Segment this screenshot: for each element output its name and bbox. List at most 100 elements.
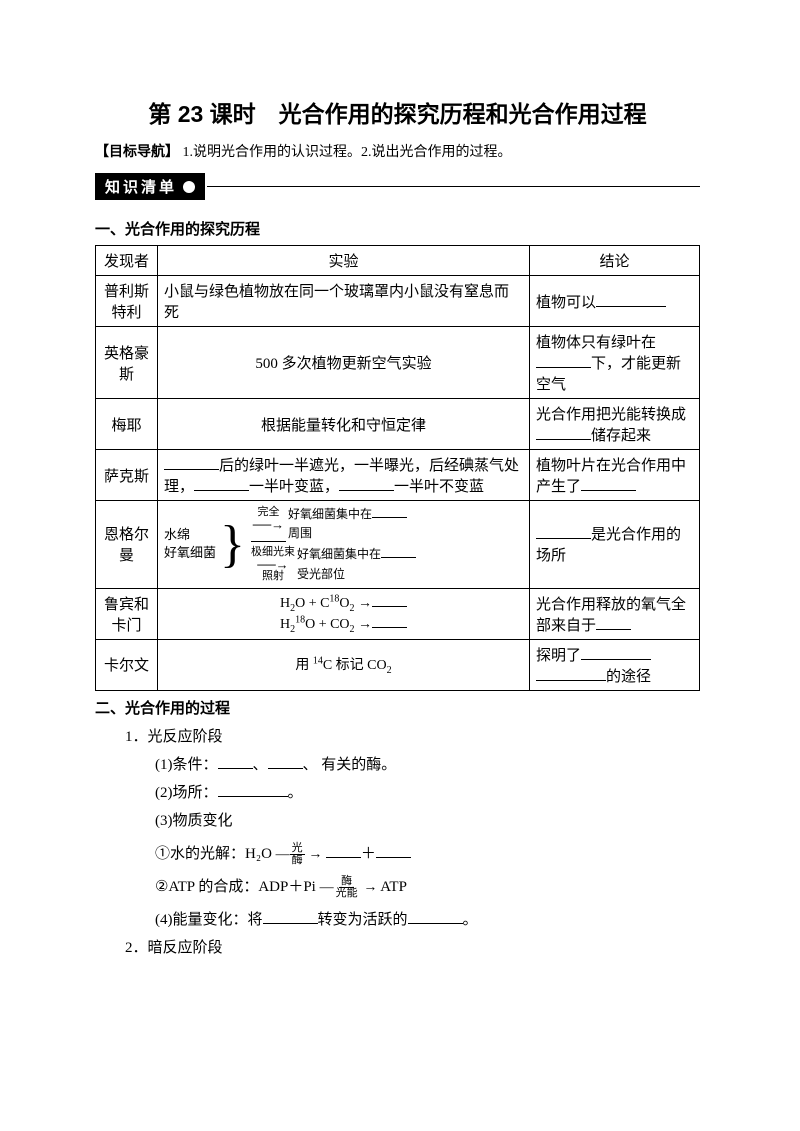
- blank-line: [194, 476, 249, 491]
- item-text: ＋: [361, 846, 376, 862]
- exp-text: 一半叶不变蓝: [394, 479, 484, 495]
- list-item: (4)能量变化：将 转变为活跃的 。: [95, 907, 700, 934]
- exp-cell: 小鼠与绿色植物放在同一个玻璃罩内小鼠没有窒息而死: [158, 276, 530, 327]
- list-item: 1．光反应阶段: [95, 724, 700, 751]
- arrow-path: 完全──→ 好氧细菌集中在 周围: [249, 505, 416, 543]
- blank-line: [372, 614, 407, 628]
- res-cell: 植物体只有绿叶在下，才能更新空气: [530, 327, 700, 399]
- objective-label: 【目标导航】: [95, 145, 179, 160]
- page-title: 第 23 课时 光合作用的探究历程和光合作用过程: [95, 95, 700, 129]
- author-cell: 普利斯特利: [96, 276, 158, 327]
- res-cell: 植物可以: [530, 276, 700, 327]
- arrow-path: 极细光束──→照射 好氧细菌集中在 受光部位: [249, 545, 416, 583]
- brace-icon: }: [220, 525, 245, 564]
- blank-line: [376, 843, 411, 858]
- blank-line: [408, 909, 463, 924]
- blank-line: [596, 292, 666, 307]
- blank-line: [536, 524, 591, 539]
- blank-line: [372, 593, 407, 607]
- item-text: ATP: [377, 879, 407, 895]
- item-text: ②ATP 的合成：ADP＋Pi: [155, 879, 320, 895]
- blank-line: [536, 425, 591, 440]
- exp-cell: H2O + C18O2 → H218O + CO2 →: [158, 588, 530, 639]
- frac-top: 光: [290, 843, 305, 855]
- blank-line: [381, 546, 416, 558]
- th-experiment: 实验: [158, 246, 530, 276]
- blank-line: [536, 353, 591, 368]
- res-text: 探明了: [536, 648, 581, 664]
- path-text: 周围: [288, 524, 407, 543]
- exp-cell: 用 14C 标记 CO2: [158, 639, 530, 690]
- item-text: (2)场所：: [155, 785, 218, 801]
- blank-line: [218, 782, 288, 797]
- blank-line: [251, 531, 286, 542]
- item-text: 转变为活跃的: [318, 912, 408, 928]
- author-cell: 恩格尔曼: [96, 501, 158, 589]
- table-row: 恩格尔曼 水绵 好氧细菌 } 完全──→ 好氧细菌集中在 周围: [96, 501, 700, 589]
- objective-text: 1.说明光合作用的认识过程。2.说出光合作用的过程。: [183, 145, 512, 160]
- res-cell: 光合作用释放的氧气全部来自于: [530, 588, 700, 639]
- exp-cell: 500 多次植物更新空气实验: [158, 327, 530, 399]
- res-text: 储存起来: [591, 428, 651, 444]
- frac-bot: 光能: [334, 888, 360, 899]
- res-cell: 探明了 的途径: [530, 639, 700, 690]
- frac-top: 酶: [339, 876, 354, 888]
- th-author: 发现者: [96, 246, 158, 276]
- table-row: 鲁宾和卡门 H2O + C18O2 → H218O + CO2 → 光合作用释放…: [96, 588, 700, 639]
- res-text: 的途径: [606, 669, 651, 685]
- section-badge-row: 知识清单: [95, 173, 700, 200]
- eq-text: H218O + CO2 →: [280, 617, 372, 632]
- list-item: 2．暗反应阶段: [95, 935, 700, 962]
- reaction-arrow: 酶光能: [334, 876, 360, 899]
- path-text: 受光部位: [297, 565, 416, 584]
- brace-left-labels: 水绵 好氧细菌: [164, 526, 216, 562]
- author-cell: 卡尔文: [96, 639, 158, 690]
- blank-line: [581, 476, 636, 491]
- blank-line: [326, 843, 361, 858]
- process-section: 1．光反应阶段 (1)条件：、、 有关的酶。 (2)场所：。 (3)物质变化 ①…: [95, 724, 700, 962]
- item-text: 、 有关的酶。: [303, 757, 397, 773]
- res-text: 植物体只有绿叶在: [536, 335, 656, 351]
- arrow-bot: 照射: [262, 571, 284, 582]
- table-row: 英格豪斯 500 多次植物更新空气实验 植物体只有绿叶在下，才能更新空气: [96, 327, 700, 399]
- blank-line: [218, 754, 253, 769]
- author-cell: 鲁宾和卡门: [96, 588, 158, 639]
- path-text: 好氧细菌集中在: [288, 507, 372, 521]
- exp-cell: 根据能量转化和守恒定律: [158, 399, 530, 450]
- res-cell: 植物叶片在光合作用中产生了: [530, 450, 700, 501]
- divider-line: [207, 186, 700, 187]
- exp-text: 一半叶变蓝，: [249, 479, 339, 495]
- history-table: 发现者 实验 结论 普利斯特利 小鼠与绿色植物放在同一个玻璃罩内小鼠没有窒息而死…: [95, 245, 700, 691]
- item-text: (1)条件：: [155, 757, 218, 773]
- table-row: 普利斯特利 小鼠与绿色植物放在同一个玻璃罩内小鼠没有窒息而死 植物可以: [96, 276, 700, 327]
- res-cell: 光合作用把光能转换成储存起来: [530, 399, 700, 450]
- item-text: 、: [253, 757, 268, 773]
- section-2-heading: 二、光合作用的过程: [95, 697, 700, 718]
- blank-line: [164, 455, 219, 470]
- blank-line: [268, 754, 303, 769]
- author-cell: 梅耶: [96, 399, 158, 450]
- item-text: 。: [288, 785, 303, 801]
- frac-bot: 酶: [290, 855, 305, 866]
- list-item: (2)场所： 。: [95, 780, 700, 807]
- table-row: 卡尔文 用 14C 标记 CO2 探明了 的途径: [96, 639, 700, 690]
- label-text: 好氧细菌: [164, 544, 216, 562]
- item-text: (4)能量变化：将: [155, 912, 263, 928]
- list-item: ②ATP 的合成：ADP＋Pi ―酶光能 → ATP: [95, 874, 700, 901]
- badge-text: 知识清单: [105, 176, 177, 197]
- list-item: (3)物质变化: [95, 808, 700, 835]
- blank-line: [263, 909, 318, 924]
- label-text: 水绵: [164, 526, 216, 544]
- dot-icon: [183, 181, 195, 193]
- section-1-heading: 一、光合作用的探究历程: [95, 218, 700, 239]
- eq-text: 用 14C 标记 CO2: [295, 658, 391, 673]
- reaction-arrow: 光酶: [290, 843, 305, 866]
- item-text: 。: [463, 912, 478, 928]
- eq-text: H2O + C18O2 →: [280, 596, 372, 611]
- res-text: 光合作用把光能转换成: [536, 407, 686, 423]
- section-badge: 知识清单: [95, 173, 205, 200]
- exp-cell: 水绵 好氧细菌 } 完全──→ 好氧细菌集中在 周围: [158, 501, 530, 589]
- blank-line: [596, 615, 631, 630]
- th-result: 结论: [530, 246, 700, 276]
- list-item: (1)条件： 、 、 有关的酶。: [95, 752, 700, 779]
